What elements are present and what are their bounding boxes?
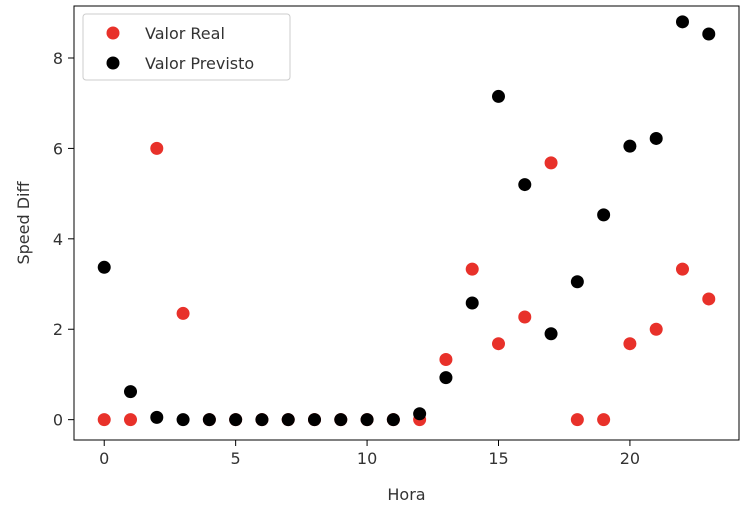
data-point (702, 292, 716, 306)
x-tick-label: 15 (488, 449, 508, 468)
data-point (544, 156, 558, 170)
data-point (97, 413, 111, 427)
data-point (623, 139, 637, 153)
data-point (176, 306, 190, 320)
x-tick-label: 5 (231, 449, 241, 468)
data-point (150, 141, 164, 155)
data-point (518, 178, 532, 192)
data-point (124, 413, 138, 427)
legend-label: Valor Real (145, 24, 225, 43)
data-point (702, 27, 716, 41)
data-point (491, 89, 505, 103)
legend: Valor Real Valor Previsto (82, 13, 291, 81)
legend-marker (106, 26, 120, 40)
x-tick-label: 10 (357, 449, 377, 468)
data-point (518, 310, 532, 324)
data-point (623, 337, 637, 351)
plot-frame (73, 5, 740, 441)
y-axis-label: Speed Diff (14, 181, 33, 265)
data-point (597, 208, 611, 222)
data-point (544, 327, 558, 341)
data-point (570, 413, 584, 427)
data-point (334, 413, 348, 427)
y-tick-label: 4 (53, 230, 63, 249)
x-tick-label: 0 (99, 449, 109, 468)
data-point (255, 413, 269, 427)
data-point (308, 413, 322, 427)
y-tick-label: 0 (53, 411, 63, 430)
data-point (570, 275, 584, 289)
data-point (649, 131, 663, 145)
data-point (386, 413, 400, 427)
data-point (124, 385, 138, 399)
data-point (675, 15, 689, 29)
data-point (360, 413, 374, 427)
x-axis-label: Hora (387, 485, 425, 504)
data-point (649, 322, 663, 336)
legend-box (82, 13, 291, 81)
y-tick-label: 2 (53, 320, 63, 339)
data-point (465, 262, 479, 276)
data-point (597, 413, 611, 427)
data-point (202, 413, 216, 427)
y-tick-label: 8 (53, 49, 63, 68)
x-tick-label: 20 (620, 449, 640, 468)
data-point (675, 262, 689, 276)
legend-marker (106, 56, 120, 70)
data-point (439, 371, 453, 385)
series-1 (97, 15, 716, 427)
y-tick-label: 6 (53, 139, 63, 158)
data-point (465, 296, 479, 310)
data-point (97, 260, 111, 274)
data-point (281, 413, 295, 427)
data-point (413, 407, 427, 421)
legend-label: Valor Previsto (145, 54, 254, 73)
plot-layer: 0 5 10 15 20 0 2 4 6 8 (53, 5, 740, 468)
data-point (491, 337, 505, 351)
data-point (439, 353, 453, 367)
data-point (229, 413, 243, 427)
data-point (176, 413, 190, 427)
data-point (150, 410, 164, 424)
